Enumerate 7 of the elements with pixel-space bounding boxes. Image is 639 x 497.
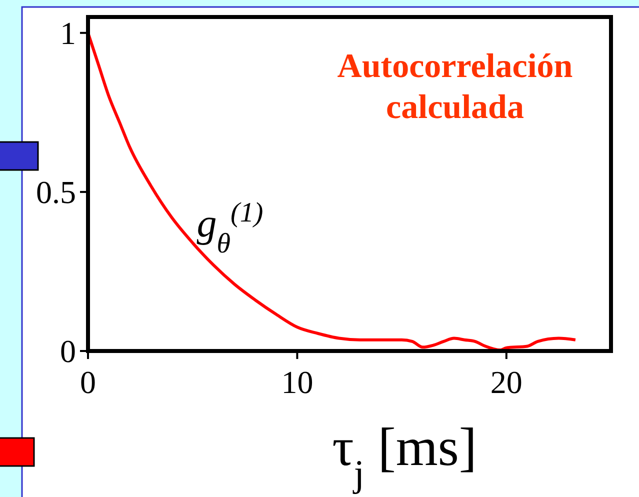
y-tick-label: 0	[60, 333, 76, 369]
x-tick-label: 20	[490, 364, 522, 400]
annotation: Autocorrelación calculada	[337, 48, 573, 126]
x-axis-title: τ$_{j}$ [ms]	[332, 417, 477, 495]
y-tick-label: 1	[60, 14, 76, 51]
x-tick-label: 10	[281, 364, 314, 400]
y-tick-label: 0.5	[36, 174, 76, 210]
